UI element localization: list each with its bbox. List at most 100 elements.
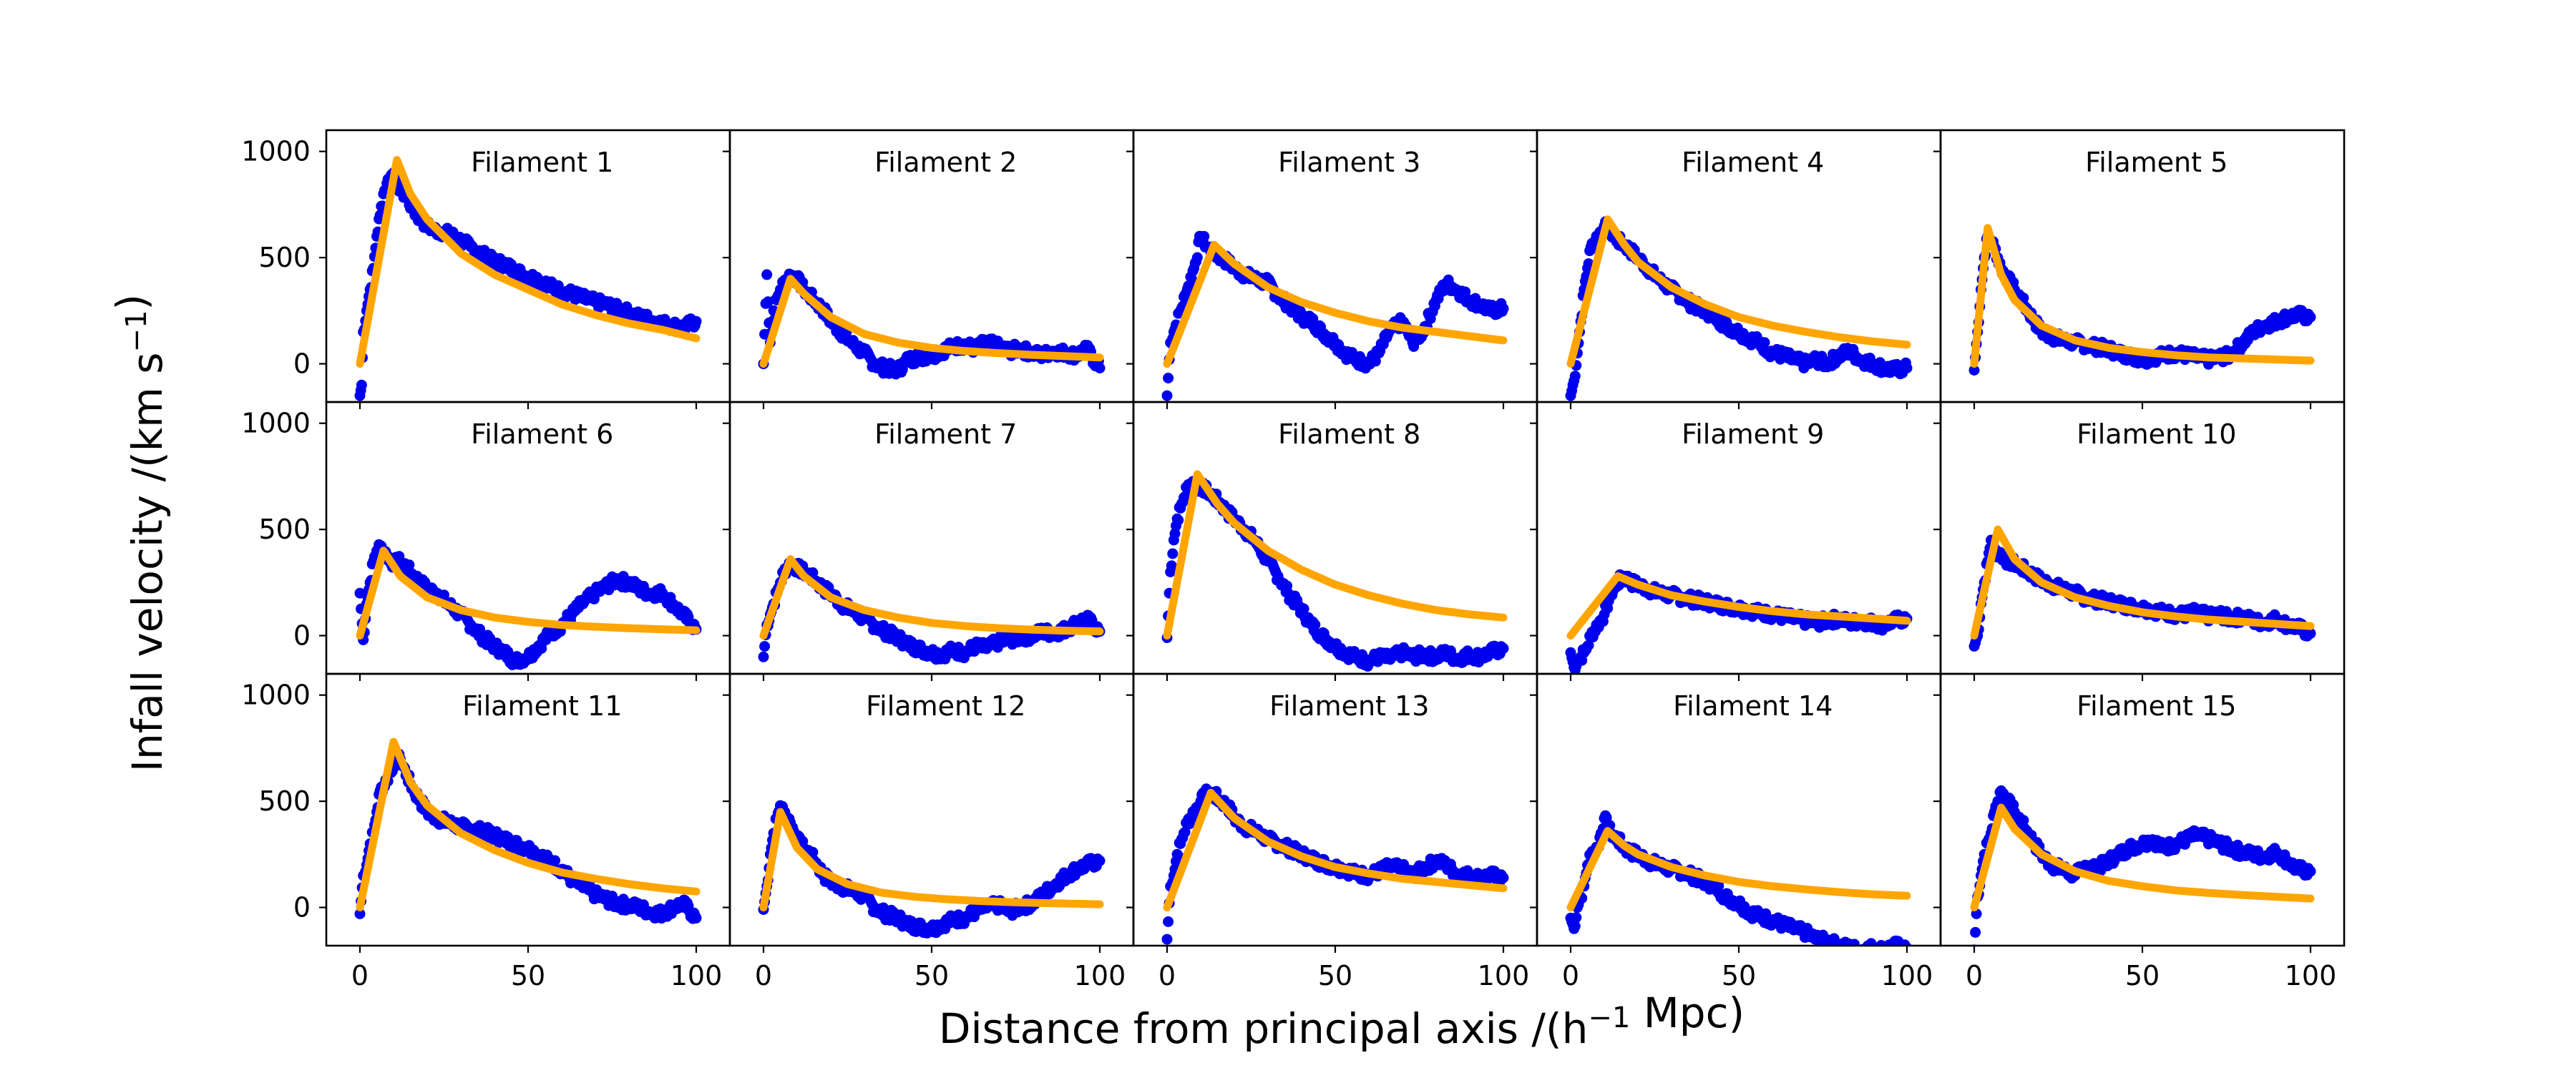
fit-line <box>759 808 1104 912</box>
fit-line <box>1970 525 2315 640</box>
data-point <box>1199 230 1210 242</box>
x-tick-label: 100 <box>1881 960 1933 991</box>
data-point <box>1571 912 1582 923</box>
data-point <box>691 912 702 923</box>
data-point <box>1167 548 1179 559</box>
data-point <box>1173 850 1184 861</box>
fit-line <box>1970 224 2315 368</box>
panel-title: Filament 8 <box>1278 418 1420 450</box>
panel-title: Filament 2 <box>874 147 1017 178</box>
x-tick-label: 0 <box>1966 960 1983 991</box>
x-axis-title: Distance from principal axis /(h−1 Mpc) <box>939 989 1745 1053</box>
fit-line <box>1163 470 1508 640</box>
panel-filament-5: Filament 5 <box>1933 129 2346 409</box>
data-point <box>1760 908 1772 919</box>
panel-title: Filament 7 <box>874 418 1017 450</box>
panel-filament-14: Filament 14 <box>1530 672 1942 953</box>
x-tick-label: 100 <box>1478 960 1530 991</box>
x-tick-label: 100 <box>2285 960 2337 991</box>
fit-line <box>356 156 701 368</box>
panel-title: Filament 12 <box>866 690 1025 722</box>
panel-filament-4: Filament 4 <box>1530 129 1942 409</box>
panel-filament-15: Filament 15 <box>1933 672 2346 953</box>
fit-line <box>1970 803 2315 912</box>
data-point <box>1583 640 1594 651</box>
y-tick-label: 1000 <box>241 408 311 439</box>
fit-line <box>1566 215 1911 368</box>
panel-filament-11: Filament 11 <box>319 672 731 953</box>
data-point <box>2305 311 2316 323</box>
data-point <box>550 855 561 866</box>
data-point <box>1298 603 1309 614</box>
data-point <box>1309 619 1321 630</box>
data-point <box>1357 649 1368 660</box>
x-tick-label: 100 <box>670 960 723 991</box>
panel-filament-8: Filament 8 <box>1126 401 1538 681</box>
data-point <box>1968 365 1980 376</box>
data-point <box>1569 371 1581 382</box>
data-point <box>759 641 771 652</box>
panel-title: Filament 11 <box>462 690 622 722</box>
y-tick-label: 1000 <box>241 136 311 167</box>
data-point <box>1759 337 1770 348</box>
x-tick-label: 0 <box>755 960 772 991</box>
y-tick-label: 500 <box>258 514 311 545</box>
data-point <box>2305 866 2316 877</box>
x-tick-label: 100 <box>1074 960 1126 991</box>
data-point <box>1498 642 1509 654</box>
data-point <box>807 846 819 858</box>
fit-line <box>1163 240 1508 368</box>
panel-title: Filament 6 <box>471 418 613 450</box>
data-point <box>439 589 449 601</box>
panel-filament-3: Filament 3 <box>1126 129 1538 409</box>
y-axis-title: Infall velocity /(km s−1) <box>107 294 172 772</box>
data-point <box>1179 826 1191 838</box>
x-tick-label: 0 <box>351 960 369 991</box>
data-point <box>761 269 773 280</box>
data-point <box>1094 855 1106 866</box>
y-tick-label: 0 <box>293 892 311 923</box>
data-point <box>1498 303 1509 314</box>
fit-line <box>759 275 1104 368</box>
x-tick-label: 0 <box>1562 960 1579 991</box>
panel-title: Filament 9 <box>1682 418 1824 450</box>
x-tick-label: 50 <box>1318 960 1352 991</box>
x-tick-label: 50 <box>1722 960 1756 991</box>
data-point <box>1498 872 1509 883</box>
panel-filament-9: Filament 9 <box>1530 401 1942 681</box>
y-tick-label: 0 <box>293 348 311 380</box>
data-point <box>502 646 514 657</box>
data-point <box>356 379 367 391</box>
y-tick-label: 500 <box>258 242 311 273</box>
panel-title: Filament 14 <box>1673 690 1833 722</box>
data-point <box>2018 815 2029 826</box>
data-point <box>1583 258 1594 270</box>
scatter-series <box>1161 476 1509 672</box>
x-tick-label: 50 <box>2125 960 2160 991</box>
data-point <box>1161 390 1173 401</box>
data-point <box>354 587 366 599</box>
data-point <box>1970 926 1981 938</box>
y-tick-label: 500 <box>258 785 311 817</box>
data-point <box>691 315 702 327</box>
data-point <box>1163 916 1174 927</box>
panel-title: Filament 13 <box>1269 690 1429 722</box>
fit-line <box>356 547 701 640</box>
fit-line <box>1163 788 1508 912</box>
panel-title: Filament 1 <box>471 147 613 178</box>
data-point <box>1166 560 1177 572</box>
x-tick-label: 0 <box>1158 960 1176 991</box>
data-point <box>1186 273 1197 285</box>
panel-filament-6: Filament 6 <box>319 401 731 681</box>
panel-title: Filament 15 <box>2077 690 2236 722</box>
data-point <box>1713 880 1724 891</box>
fit-line <box>1566 827 1911 912</box>
data-point <box>1307 313 1319 324</box>
data-point <box>1094 363 1106 373</box>
data-point <box>1569 921 1581 932</box>
fit-line <box>1566 572 1911 640</box>
x-tick-label: 50 <box>914 960 949 991</box>
panel-title: Filament 3 <box>1278 147 1420 178</box>
